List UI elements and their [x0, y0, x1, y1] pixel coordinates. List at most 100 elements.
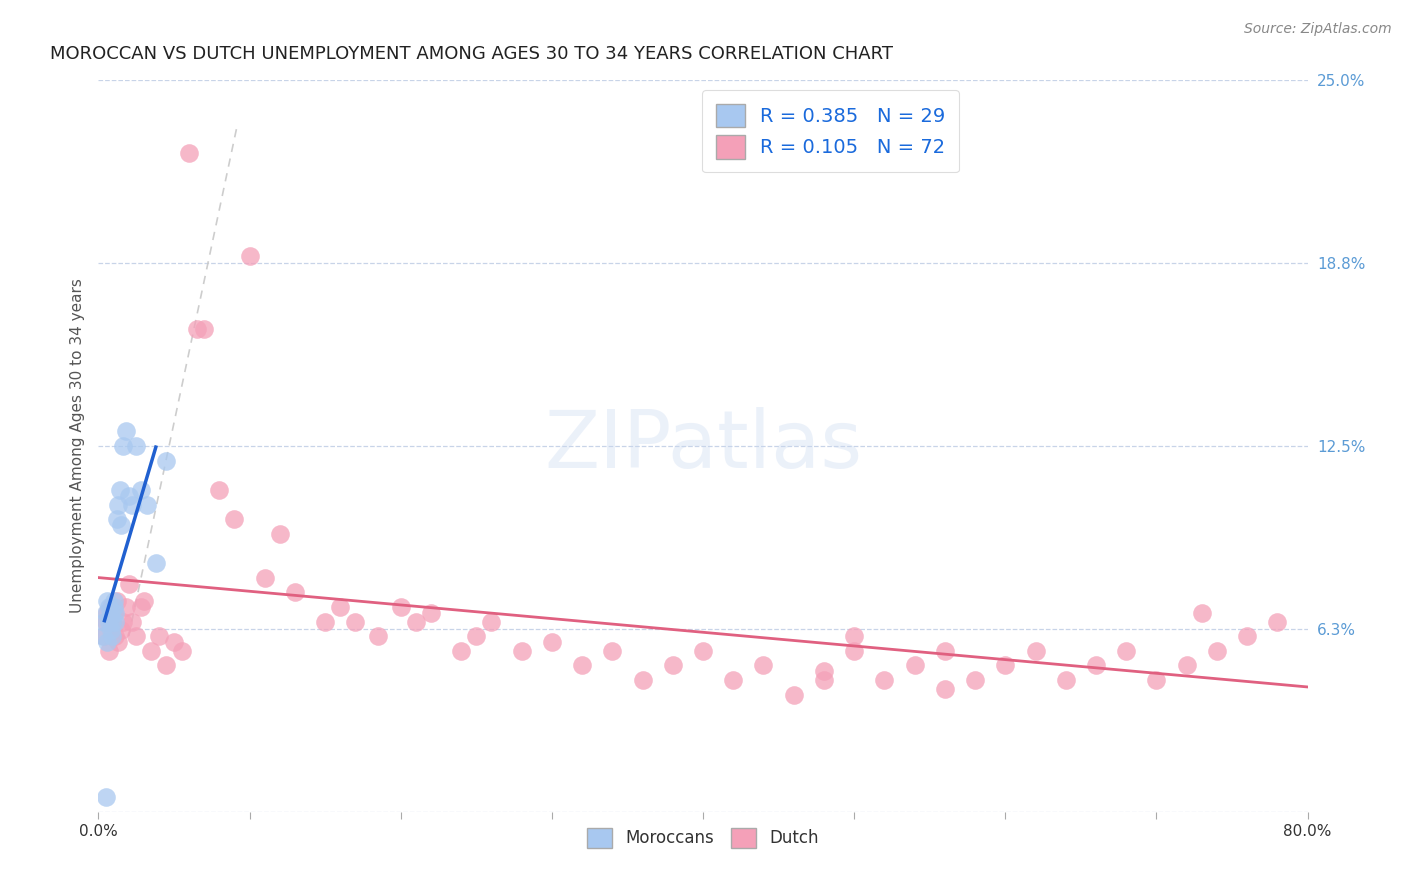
Dutch	[179, 146, 201, 161]
Moroccans	[94, 606, 117, 620]
Dutch	[253, 571, 276, 585]
Dutch	[389, 599, 412, 614]
Dutch	[132, 594, 155, 608]
Dutch	[481, 615, 503, 629]
Dutch	[208, 483, 231, 497]
Dutch	[129, 599, 152, 614]
Dutch	[465, 629, 488, 643]
Moroccans	[111, 439, 134, 453]
Moroccans	[101, 629, 124, 643]
Moroccans	[94, 790, 117, 805]
Dutch	[934, 681, 956, 696]
Dutch	[118, 576, 141, 591]
Moroccans	[129, 483, 152, 497]
Dutch	[193, 322, 215, 336]
Dutch	[1085, 658, 1108, 673]
Text: ZIPatlas: ZIPatlas	[544, 407, 862, 485]
Dutch	[96, 606, 118, 620]
Dutch	[904, 658, 927, 673]
Moroccans	[96, 635, 118, 649]
Moroccans	[100, 624, 122, 638]
Dutch	[1024, 644, 1046, 658]
Moroccans	[118, 489, 141, 503]
Moroccans	[101, 615, 124, 629]
Dutch	[692, 644, 714, 658]
Dutch	[405, 615, 427, 629]
Legend: Moroccans, Dutch: Moroccans, Dutch	[581, 821, 825, 855]
Moroccans	[155, 453, 177, 467]
Dutch	[571, 658, 593, 673]
Moroccans	[114, 425, 136, 439]
Dutch	[1236, 629, 1258, 643]
Dutch	[994, 658, 1017, 673]
Dutch	[110, 624, 132, 638]
Dutch	[111, 615, 134, 629]
Moroccans	[121, 498, 143, 512]
Dutch	[844, 644, 866, 658]
Dutch	[1054, 673, 1077, 687]
Dutch	[723, 673, 745, 687]
Dutch	[420, 606, 443, 620]
Moroccans	[93, 615, 115, 629]
Dutch	[93, 629, 115, 643]
Dutch	[752, 658, 775, 673]
Dutch	[1115, 644, 1137, 658]
Dutch	[873, 673, 896, 687]
Dutch	[1206, 644, 1229, 658]
Dutch	[602, 644, 624, 658]
Dutch	[163, 635, 186, 649]
Dutch	[344, 615, 367, 629]
Dutch	[103, 606, 125, 620]
Dutch	[661, 658, 683, 673]
Dutch	[329, 599, 352, 614]
Dutch	[631, 673, 654, 687]
Moroccans	[104, 606, 127, 620]
Dutch	[170, 644, 193, 658]
Moroccans	[96, 594, 118, 608]
Dutch	[844, 629, 866, 643]
Dutch	[450, 644, 472, 658]
Moroccans	[108, 483, 131, 497]
Dutch	[141, 644, 163, 658]
Y-axis label: Unemployment Among Ages 30 to 34 years: Unemployment Among Ages 30 to 34 years	[69, 278, 84, 614]
Dutch	[114, 599, 136, 614]
Dutch	[314, 615, 336, 629]
Dutch	[107, 635, 129, 649]
Dutch	[1144, 673, 1167, 687]
Dutch	[540, 635, 562, 649]
Dutch	[100, 599, 122, 614]
Dutch	[104, 629, 127, 643]
Dutch	[94, 615, 117, 629]
Moroccans	[145, 556, 167, 570]
Dutch	[510, 644, 533, 658]
Moroccans	[104, 615, 127, 629]
Moroccans	[98, 599, 121, 614]
Moroccans	[98, 615, 121, 629]
Dutch	[148, 629, 170, 643]
Moroccans	[100, 606, 122, 620]
Moroccans	[105, 512, 128, 526]
Dutch	[783, 688, 806, 702]
Dutch	[239, 249, 262, 263]
Moroccans	[110, 518, 132, 533]
Dutch	[965, 673, 987, 687]
Dutch	[155, 658, 177, 673]
Moroccans	[125, 439, 148, 453]
Dutch	[98, 644, 121, 658]
Dutch	[813, 665, 835, 679]
Moroccans	[103, 599, 125, 614]
Text: MOROCCAN VS DUTCH UNEMPLOYMENT AMONG AGES 30 TO 34 YEARS CORRELATION CHART: MOROCCAN VS DUTCH UNEMPLOYMENT AMONG AGE…	[51, 45, 893, 63]
Moroccans	[91, 629, 114, 643]
Moroccans	[107, 498, 129, 512]
Dutch	[101, 615, 124, 629]
Dutch	[121, 615, 143, 629]
Moroccans	[135, 498, 157, 512]
Dutch	[224, 512, 246, 526]
Dutch	[813, 673, 835, 687]
Dutch	[186, 322, 208, 336]
Moroccans	[103, 594, 125, 608]
Dutch	[269, 526, 291, 541]
Dutch	[284, 585, 307, 599]
Dutch	[1175, 658, 1198, 673]
Dutch	[125, 629, 148, 643]
